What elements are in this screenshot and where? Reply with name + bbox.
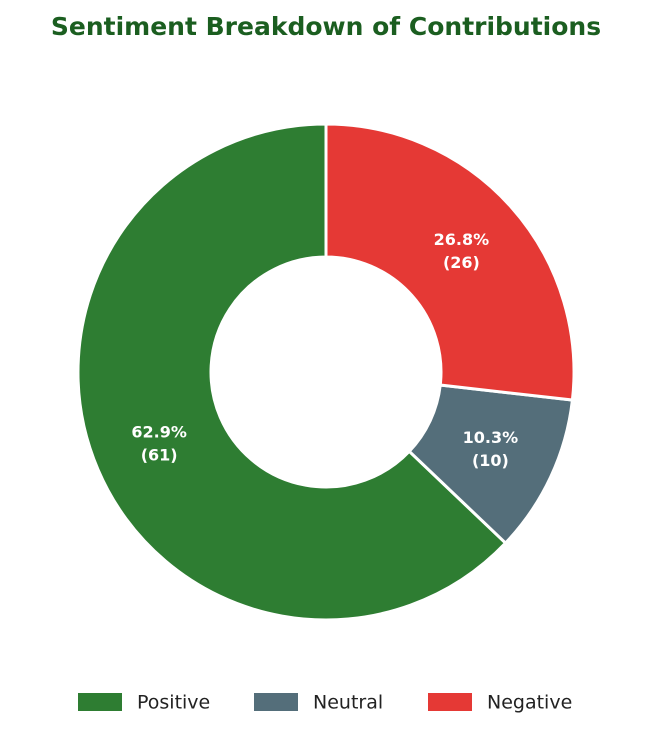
legend-label: Neutral [313, 692, 383, 714]
legend-label: Negative [487, 692, 572, 714]
legend-label: Positive [137, 692, 210, 714]
value-label: 62.9% [131, 422, 187, 441]
value-label: 10.3% [463, 428, 519, 447]
value-label: (61) [141, 445, 178, 464]
chart-title: Sentiment Breakdown of Contributions [51, 12, 601, 41]
value-label: (10) [472, 451, 509, 470]
value-label: (26) [443, 253, 480, 272]
legend-swatch [254, 693, 298, 711]
value-label: 26.8% [434, 230, 490, 249]
legend-swatch [428, 693, 472, 711]
legend-swatch [78, 693, 122, 711]
slice [76, 122, 508, 622]
slice [324, 122, 576, 402]
